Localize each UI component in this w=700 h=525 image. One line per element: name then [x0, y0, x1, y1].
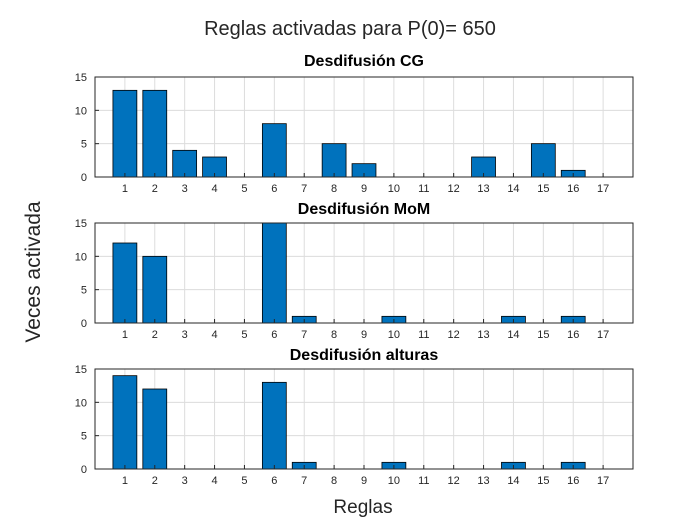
- figure-title: Reglas activadas para P(0)= 650: [204, 18, 496, 40]
- x-tick-label: 17: [597, 183, 609, 195]
- x-tick-label: 1: [122, 183, 128, 195]
- y-tick-label: 10: [75, 251, 87, 263]
- x-tick-label: 13: [477, 475, 489, 487]
- x-tick-label: 13: [477, 329, 489, 341]
- subplot-1: 1 2 3 4 5 6 7 8 9 10 11 12 13 14 15 16 17051015Desdifusi…: [75, 53, 634, 195]
- subplots: 1 2 3 4 5 6 7 8 9 10 11 12 13 14 15 16 17051015Desdifusi…: [75, 53, 634, 487]
- x-tick-label: 8: [331, 475, 337, 487]
- x-tick-label: 17: [597, 329, 609, 341]
- bar-regla-1: [112, 242, 138, 324]
- bar-regla-2: [142, 388, 168, 470]
- x-tick-label: 11: [418, 183, 429, 195]
- x-tick-label: 5: [241, 183, 247, 195]
- x-tick-label: 4: [211, 329, 217, 341]
- x-tick-label: 11: [418, 475, 429, 487]
- bar-regla-6: [261, 123, 287, 178]
- bar-regla-1: [112, 375, 138, 470]
- x-tick-label: 5: [241, 329, 247, 341]
- x-tick-label: 1: [122, 329, 128, 341]
- subplot-title: Desdifusión alturas: [290, 347, 439, 364]
- x-tick-label: 4: [211, 183, 217, 195]
- bar-regla-6: [261, 222, 287, 324]
- y-tick-label: 10: [75, 105, 87, 117]
- bar-regla-2: [142, 255, 168, 324]
- x-tick-label: 15: [537, 475, 549, 487]
- y-tick-label: 5: [81, 139, 87, 151]
- y-tick-label: 15: [75, 364, 87, 376]
- y-tick-label: 0: [81, 172, 87, 184]
- x-tick-label: 17: [597, 475, 609, 487]
- y-tick-label: 10: [75, 397, 87, 409]
- subplot-2: 1 2 3 4 5 6 7 8 9 10 11 12 13 14 15 16 17051015Desdifusi…: [75, 201, 634, 341]
- y-tick-label: 5: [81, 431, 87, 443]
- x-axis-label: Reglas: [333, 497, 392, 518]
- x-tick-label: 2: [152, 475, 158, 487]
- x-tick-label: 15: [537, 329, 549, 341]
- subplot-3: 1 2 3 4 5 6 7 8 9 10 11 12 13 14 15 16 17051015Desdifusi…: [75, 347, 634, 487]
- x-tick-label: 3: [182, 475, 188, 487]
- x-tick-label: 12: [448, 183, 460, 195]
- x-tick-label: 14: [507, 183, 519, 195]
- x-tick-label: 12: [448, 475, 460, 487]
- x-tick-label: 8: [331, 329, 337, 341]
- x-tick-label: 2: [152, 329, 158, 341]
- bar-regla-8: [321, 143, 347, 178]
- x-tick-label: 10: [388, 183, 400, 195]
- x-tick-label: 10: [388, 329, 400, 341]
- x-tick-label: 14: [507, 329, 519, 341]
- bar-regla-15: [530, 143, 556, 178]
- y-tick-label: 15: [75, 72, 87, 84]
- x-tick-label: 10: [388, 475, 400, 487]
- y-tick-label: 0: [81, 464, 87, 476]
- y-tick-label: 5: [81, 285, 87, 297]
- subplot-title: Desdifusión MoM: [298, 201, 430, 218]
- x-tick-label: 9: [361, 329, 367, 341]
- x-tick-label: 7: [301, 475, 307, 487]
- x-tick-label: 7: [301, 329, 307, 341]
- x-tick-label: 16: [567, 183, 579, 195]
- y-tick-label: 0: [81, 318, 87, 330]
- x-tick-label: 13: [477, 183, 489, 195]
- x-tick-label: 2: [152, 183, 158, 195]
- x-tick-label: 12: [448, 329, 460, 341]
- x-tick-label: 6: [271, 475, 277, 487]
- bar-regla-1: [112, 89, 138, 178]
- x-tick-label: 16: [567, 329, 579, 341]
- x-tick-label: 15: [537, 183, 549, 195]
- x-tick-label: 16: [567, 475, 579, 487]
- x-tick-label: 6: [271, 183, 277, 195]
- x-tick-label: 14: [507, 475, 519, 487]
- x-tick-label: 9: [361, 475, 367, 487]
- x-tick-label: 4: [211, 475, 217, 487]
- x-tick-label: 8: [331, 183, 337, 195]
- bar-regla-2: [142, 89, 168, 178]
- x-tick-label: 3: [182, 183, 188, 195]
- x-tick-label: 3: [182, 329, 188, 341]
- y-tick-label: 15: [75, 218, 87, 230]
- x-tick-label: 9: [361, 183, 367, 195]
- x-tick-label: 11: [418, 329, 429, 341]
- subplot-title: Desdifusión CG: [304, 53, 424, 70]
- x-tick-label: 6: [271, 329, 277, 341]
- y-axis-label: Veces activada: [22, 201, 45, 343]
- x-tick-label: 7: [301, 183, 307, 195]
- x-tick-label: 1: [122, 475, 128, 487]
- bar-regla-6: [261, 381, 287, 470]
- x-tick-label: 5: [241, 475, 247, 487]
